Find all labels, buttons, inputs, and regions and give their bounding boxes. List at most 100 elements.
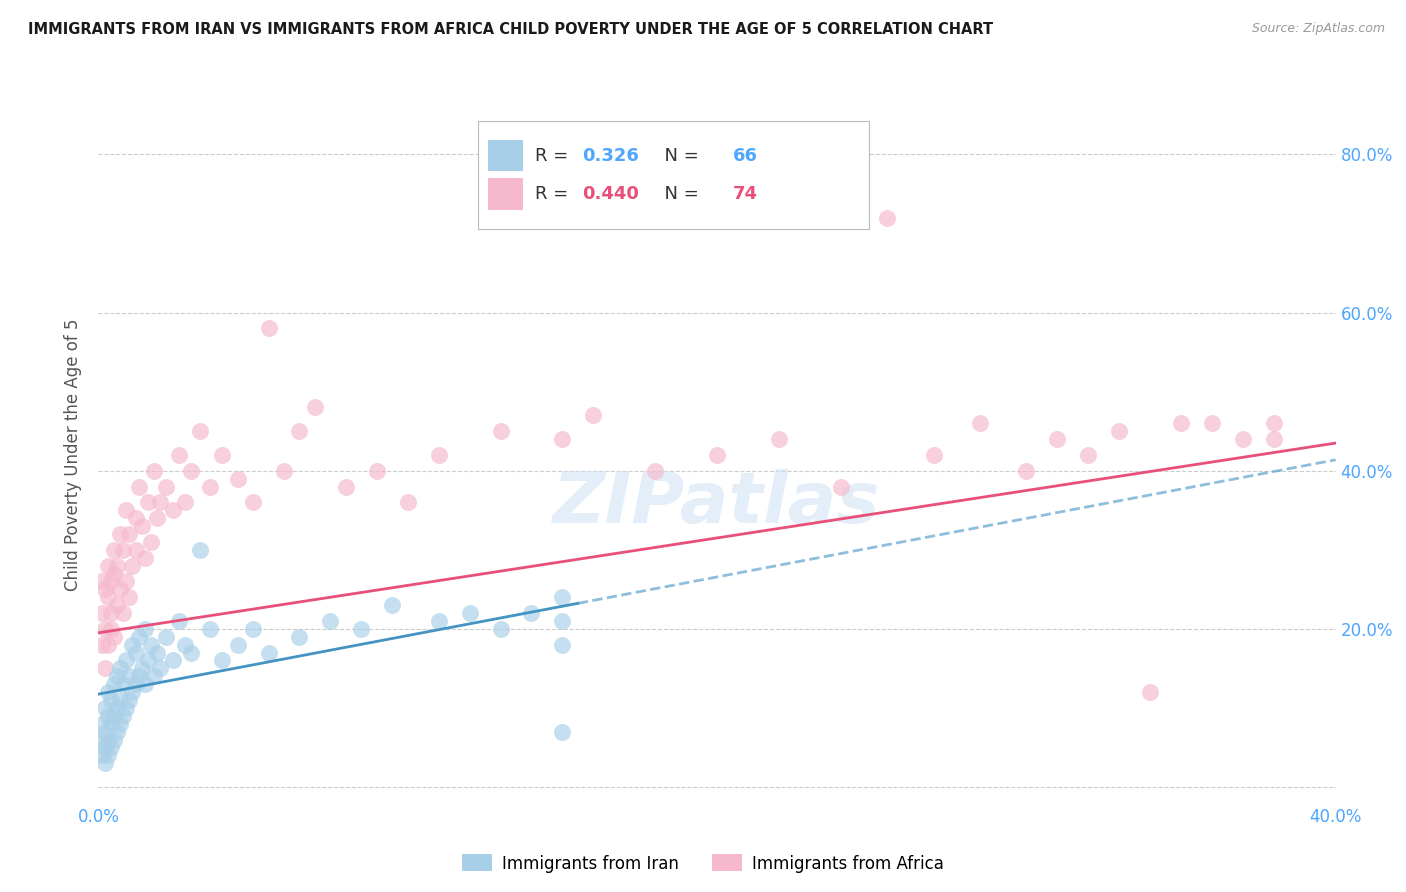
Text: 74: 74 <box>733 185 758 203</box>
Point <box>288 424 311 438</box>
Point <box>118 693 141 707</box>
Point <box>93 740 115 755</box>
Point <box>105 701 128 715</box>
Point <box>139 534 162 549</box>
Point <box>149 495 172 509</box>
Point <box>969 417 991 431</box>
Point <box>108 582 131 597</box>
Point <box>922 448 945 462</box>
Point <box>115 653 138 667</box>
Point <box>273 464 295 478</box>
Point <box>93 724 115 739</box>
Point <box>103 708 125 723</box>
Point <box>97 591 120 605</box>
Point <box>1263 417 1285 431</box>
Point <box>876 211 898 225</box>
Point <box>93 661 115 675</box>
Point <box>582 409 605 423</box>
FancyBboxPatch shape <box>488 178 523 210</box>
Point <box>90 606 112 620</box>
Point <box>304 401 326 415</box>
Point <box>180 464 202 478</box>
Point <box>112 542 135 557</box>
Point <box>350 622 373 636</box>
Point <box>162 503 184 517</box>
Point <box>1077 448 1099 462</box>
Point <box>1201 417 1223 431</box>
Text: N =: N = <box>652 185 704 203</box>
FancyBboxPatch shape <box>488 140 523 171</box>
Point <box>211 653 233 667</box>
Point <box>93 582 115 597</box>
Point <box>139 638 162 652</box>
Point <box>108 693 131 707</box>
Text: 0.440: 0.440 <box>582 185 640 203</box>
Legend: Immigrants from Iran, Immigrants from Africa: Immigrants from Iran, Immigrants from Af… <box>456 847 950 880</box>
Point <box>198 622 221 636</box>
Point <box>520 606 543 620</box>
Point <box>1108 424 1130 438</box>
Point <box>198 479 221 493</box>
Point <box>319 614 342 628</box>
Point <box>100 716 122 731</box>
Point <box>136 653 159 667</box>
Point <box>118 591 141 605</box>
Point <box>1046 432 1069 446</box>
Text: Source: ZipAtlas.com: Source: ZipAtlas.com <box>1251 22 1385 36</box>
Point <box>489 622 512 636</box>
Text: IMMIGRANTS FROM IRAN VS IMMIGRANTS FROM AFRICA CHILD POVERTY UNDER THE AGE OF 5 : IMMIGRANTS FROM IRAN VS IMMIGRANTS FROM … <box>28 22 993 37</box>
Point <box>124 677 146 691</box>
Point <box>830 479 852 493</box>
Point <box>105 598 128 612</box>
Point <box>121 558 143 573</box>
Point <box>131 519 153 533</box>
Point <box>128 669 150 683</box>
Point <box>211 448 233 462</box>
Point <box>112 677 135 691</box>
Point <box>489 424 512 438</box>
Point <box>105 558 128 573</box>
Point <box>146 511 169 525</box>
Point <box>134 677 156 691</box>
Point <box>118 669 141 683</box>
Point <box>1232 432 1254 446</box>
Point <box>97 685 120 699</box>
Point <box>134 550 156 565</box>
Point <box>706 448 728 462</box>
Point <box>242 495 264 509</box>
Point <box>257 321 280 335</box>
Point <box>115 574 138 589</box>
Point <box>180 646 202 660</box>
Point <box>97 638 120 652</box>
Point <box>124 542 146 557</box>
Point <box>93 756 115 771</box>
Point <box>551 591 574 605</box>
Point <box>136 495 159 509</box>
Point <box>128 630 150 644</box>
Point <box>396 495 419 509</box>
Text: ZIPatlas: ZIPatlas <box>554 469 880 538</box>
Point <box>551 614 574 628</box>
Point <box>427 614 450 628</box>
Point <box>149 661 172 675</box>
Point <box>124 646 146 660</box>
Point <box>174 638 197 652</box>
Point <box>100 622 122 636</box>
Point <box>143 464 166 478</box>
Point <box>97 708 120 723</box>
Point <box>100 606 122 620</box>
Point <box>90 638 112 652</box>
Point <box>167 448 190 462</box>
Point <box>551 432 574 446</box>
Text: N =: N = <box>652 147 704 165</box>
Point <box>97 748 120 763</box>
Point <box>97 558 120 573</box>
Point <box>226 638 249 652</box>
Point <box>112 606 135 620</box>
Point <box>146 646 169 660</box>
Point <box>190 424 212 438</box>
Point <box>90 716 112 731</box>
Point <box>103 566 125 581</box>
Point <box>1263 432 1285 446</box>
Point <box>768 432 790 446</box>
